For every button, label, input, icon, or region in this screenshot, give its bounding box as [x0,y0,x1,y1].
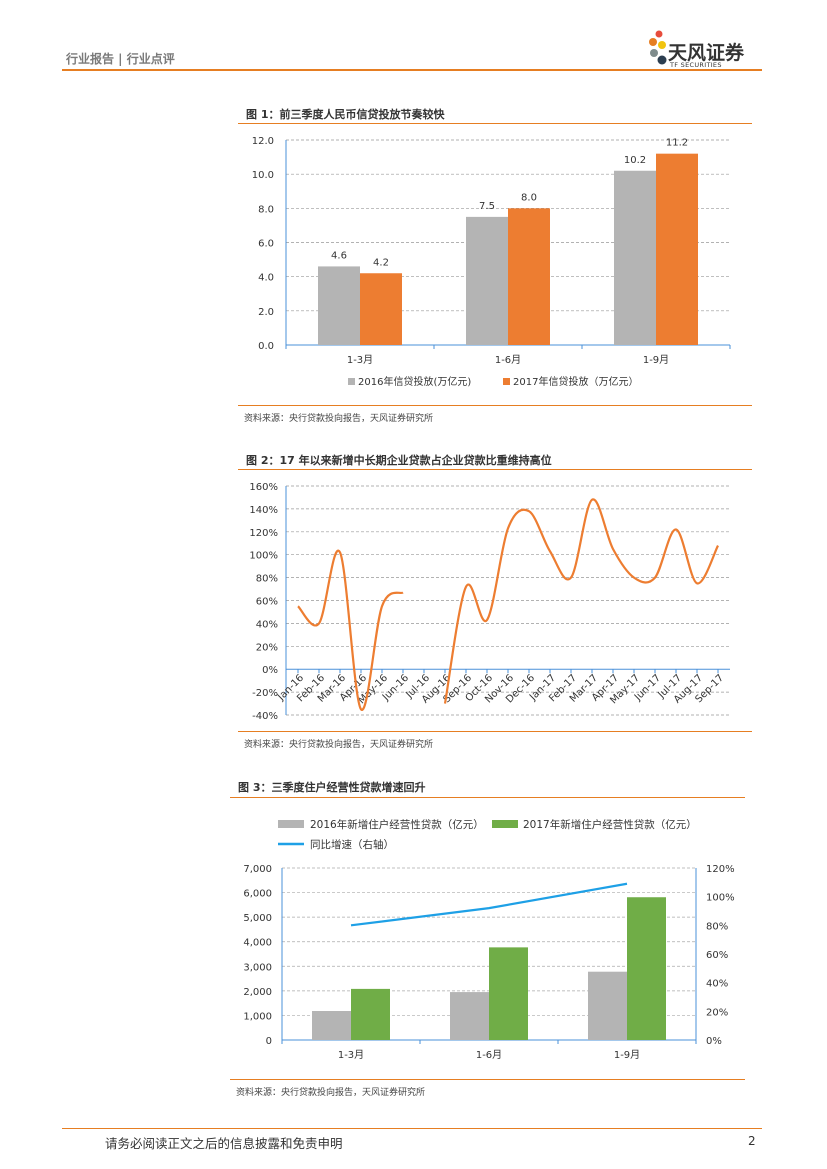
legend-label-2016: 2016年新增住户经营性贷款（亿元） [310,818,484,831]
bar-value-label: 11.2 [666,138,688,149]
y-tick-label: -40% [252,711,278,722]
y-tick-label: 80% [256,574,278,585]
bar-value-label: 10.2 [624,155,646,166]
legend-swatch-2017 [492,820,518,828]
bar-2016 [466,216,508,345]
bar-value-label: 7.5 [479,201,495,212]
y-tick-label: 1,000 [243,1011,272,1022]
header-divider [62,69,762,71]
figure1-title-rule [238,123,752,124]
figure1-title: 图 1：前三季度人民币信贷投放节奏较快 [246,108,445,121]
y-tick-label: 0% [262,665,278,676]
y-tick-label: 7,000 [243,864,272,875]
y-tick-label: 4,000 [243,938,272,949]
x-tick-label: 1-6月 [476,1049,502,1061]
y2-tick-label: 100% [706,893,735,904]
figure2-title: 图 2：17 年以来新增中长期企业贷款占企业贷款比重维持高位 [246,454,552,467]
y2-tick-label: 120% [706,864,735,875]
y-tick-label: 6.0 [258,239,274,250]
y-tick-label: 60% [256,597,278,608]
y-tick-label: 4.0 [258,273,274,284]
footer-disclaimer: 请务必阅读正文之后的信息披露和免责申明 [105,1136,343,1151]
bar-2017 [508,208,550,345]
y-tick-label: 2.0 [258,307,274,318]
legend-label-2017: 2017年信贷投放（万亿元） [513,375,638,388]
bar-2016 [588,971,627,1040]
legend-label-2016: 2016年信贷投放(万亿元) [358,375,471,388]
legend-swatch-2016 [278,820,304,828]
y-tick-label: 5,000 [243,913,272,924]
y-tick-label: 100% [249,551,278,562]
y-tick-label: 160% [249,482,278,493]
x-tick-label: 1-3月 [347,354,373,366]
figure2-title-rule [238,469,752,470]
figure3-chart: 0 1,000 2,000 3,000 4,000 5,000 6,000 7,000 0% 20… [243,818,735,1061]
bar-2017 [360,273,402,345]
bar-value-label: 4.6 [331,250,347,261]
y-tick-label: 40% [256,619,278,630]
legend-label-2017: 2017年新增住户经营性贷款（亿元） [523,818,697,831]
y-tick-label: 2,000 [243,987,272,998]
y2-tick-label: 40% [706,979,728,990]
footer-divider [62,1128,762,1129]
bar-2016 [312,1011,351,1040]
report-category: 行业报告 | 行业点评 [66,52,175,66]
growth-line [350,882,628,927]
bar-2016 [318,266,360,345]
x-tick-label: 1-3月 [338,1049,364,1061]
bar-2017 [351,988,390,1040]
bar-2017 [656,153,698,345]
y2-tick-label: 60% [706,950,728,961]
series-line [443,498,719,704]
logo-icon [649,30,667,65]
y-tick-label: 6,000 [243,889,272,900]
y2-tick-label: 0% [706,1036,722,1047]
figure3-source: 资料来源：央行贷款投向报告，天风证券研究所 [236,1088,426,1098]
y-tick-label: 8.0 [258,204,274,215]
y-tick-label: 140% [249,505,278,516]
y2-tick-label: 80% [706,921,728,932]
legend-swatch-2016 [348,378,355,385]
bar-2017 [489,947,528,1040]
logo-subtitle: TF SECURITIES [670,61,722,69]
figure2-source: 资料来源：央行贷款投向报告，天风证券研究所 [244,740,434,750]
figure1-chart: 0.0 2.0 4.0 6.0 8.0 10.0 12.0 4.6 4.2 1-3月 7.5 8.0 1… [252,136,731,388]
bar-value-label: 4.2 [373,257,389,268]
figure2-bottom-rule [238,731,752,732]
y-tick-label: -20% [252,688,278,699]
y-tick-label: 0 [266,1036,272,1047]
x-tick-label: 1-6月 [495,354,521,366]
y2-tick-label: 20% [706,1007,728,1018]
figure1-source: 资料来源：央行贷款投向报告，天风证券研究所 [244,414,434,424]
figure1-bottom-rule [238,405,752,406]
y-tick-label: 10.0 [252,170,274,181]
y-tick-label: 12.0 [252,136,274,147]
bar-2017 [627,897,666,1040]
page-number: 2 [748,1134,756,1148]
y-tick-label: 120% [249,528,278,539]
bar-2016 [450,992,489,1040]
bar-value-label: 8.0 [521,192,537,203]
figure3-title-rule [230,797,745,798]
figure3-bottom-rule [230,1079,745,1080]
bar-2016 [614,170,656,345]
legend-swatch-2017 [503,378,510,385]
y-tick-label: 20% [256,642,278,653]
logo-text: 天风证券 [668,42,745,64]
series-line [297,549,404,711]
figure2-chart: -40%-20%0%20%40%60%80%100%120%140%160%Ja… [249,482,730,722]
figure3-title: 图 3：三季度住户经营性贷款增速回升 [238,781,426,794]
y-tick-label: 3,000 [243,962,272,973]
x-tick-label: 1-9月 [614,1049,640,1061]
legend-label-growth: 同比增速（右轴） [310,838,394,851]
x-tick-label: 1-9月 [643,354,669,366]
y-tick-label: 0.0 [258,341,274,352]
